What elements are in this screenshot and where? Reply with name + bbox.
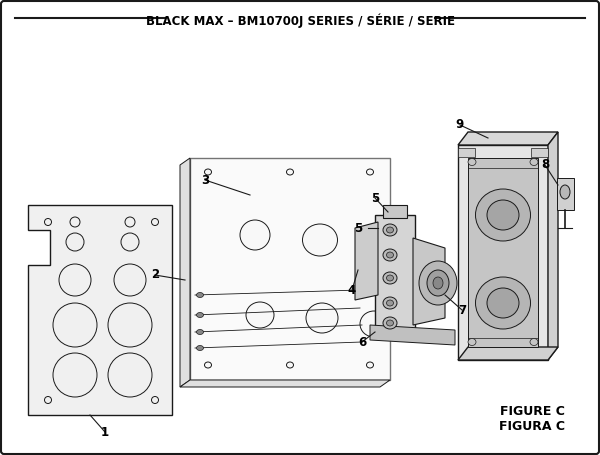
Ellipse shape xyxy=(59,264,91,296)
Ellipse shape xyxy=(197,313,203,318)
Ellipse shape xyxy=(386,300,394,306)
Ellipse shape xyxy=(44,396,52,404)
Ellipse shape xyxy=(197,293,203,298)
Ellipse shape xyxy=(53,303,97,347)
Ellipse shape xyxy=(151,396,158,404)
Polygon shape xyxy=(383,205,407,218)
Polygon shape xyxy=(548,132,558,360)
Ellipse shape xyxy=(383,317,397,329)
Polygon shape xyxy=(413,238,445,325)
Text: 8: 8 xyxy=(541,158,549,172)
Ellipse shape xyxy=(114,264,146,296)
Ellipse shape xyxy=(433,277,443,289)
Text: 7: 7 xyxy=(458,303,466,317)
Ellipse shape xyxy=(205,362,212,368)
Ellipse shape xyxy=(125,217,135,227)
Polygon shape xyxy=(458,148,475,157)
Ellipse shape xyxy=(383,297,397,309)
Text: BLACK MAX – BM10700J SERIES / SÉRIE / SERIE: BLACK MAX – BM10700J SERIES / SÉRIE / SE… xyxy=(146,14,455,29)
Polygon shape xyxy=(468,158,538,347)
Ellipse shape xyxy=(530,339,538,345)
Ellipse shape xyxy=(419,261,457,305)
Text: 1: 1 xyxy=(101,425,109,439)
Ellipse shape xyxy=(487,200,519,230)
Polygon shape xyxy=(375,215,415,330)
Ellipse shape xyxy=(240,220,270,250)
Ellipse shape xyxy=(302,224,337,256)
Ellipse shape xyxy=(476,189,530,241)
Polygon shape xyxy=(180,380,390,387)
Ellipse shape xyxy=(197,329,203,334)
Ellipse shape xyxy=(306,303,338,333)
Ellipse shape xyxy=(53,353,97,397)
Ellipse shape xyxy=(560,185,570,199)
Text: 4: 4 xyxy=(348,283,356,297)
Ellipse shape xyxy=(367,362,373,368)
Ellipse shape xyxy=(386,252,394,258)
Polygon shape xyxy=(370,325,455,345)
Ellipse shape xyxy=(367,169,373,175)
Ellipse shape xyxy=(246,302,274,328)
Ellipse shape xyxy=(468,339,476,345)
Ellipse shape xyxy=(427,270,449,296)
Polygon shape xyxy=(190,158,390,380)
Polygon shape xyxy=(458,347,558,360)
Ellipse shape xyxy=(357,234,387,262)
Text: 5: 5 xyxy=(354,222,362,234)
Polygon shape xyxy=(355,222,378,300)
Text: FIGURE C: FIGURE C xyxy=(500,405,565,418)
Ellipse shape xyxy=(383,224,397,236)
Ellipse shape xyxy=(468,158,476,166)
Polygon shape xyxy=(531,148,548,157)
Text: 5: 5 xyxy=(371,192,379,204)
Ellipse shape xyxy=(66,233,84,251)
Text: 6: 6 xyxy=(358,335,366,349)
Ellipse shape xyxy=(44,218,52,226)
Ellipse shape xyxy=(530,158,538,166)
Polygon shape xyxy=(458,145,548,360)
Polygon shape xyxy=(557,178,574,210)
Ellipse shape xyxy=(476,277,530,329)
Polygon shape xyxy=(28,205,172,415)
Ellipse shape xyxy=(386,227,394,233)
Ellipse shape xyxy=(151,218,158,226)
Ellipse shape xyxy=(383,272,397,284)
Ellipse shape xyxy=(197,345,203,350)
Ellipse shape xyxy=(360,311,388,337)
Ellipse shape xyxy=(287,362,293,368)
Ellipse shape xyxy=(287,169,293,175)
Text: 3: 3 xyxy=(201,173,209,187)
Ellipse shape xyxy=(70,217,80,227)
Ellipse shape xyxy=(386,320,394,326)
Ellipse shape xyxy=(108,353,152,397)
Polygon shape xyxy=(458,132,558,145)
Ellipse shape xyxy=(121,233,139,251)
Text: 2: 2 xyxy=(151,268,159,282)
Ellipse shape xyxy=(383,249,397,261)
Ellipse shape xyxy=(205,169,212,175)
Text: FIGURA C: FIGURA C xyxy=(499,420,565,433)
Text: 9: 9 xyxy=(456,118,464,131)
Polygon shape xyxy=(180,158,190,387)
Ellipse shape xyxy=(487,288,519,318)
Ellipse shape xyxy=(386,275,394,281)
Ellipse shape xyxy=(108,303,152,347)
